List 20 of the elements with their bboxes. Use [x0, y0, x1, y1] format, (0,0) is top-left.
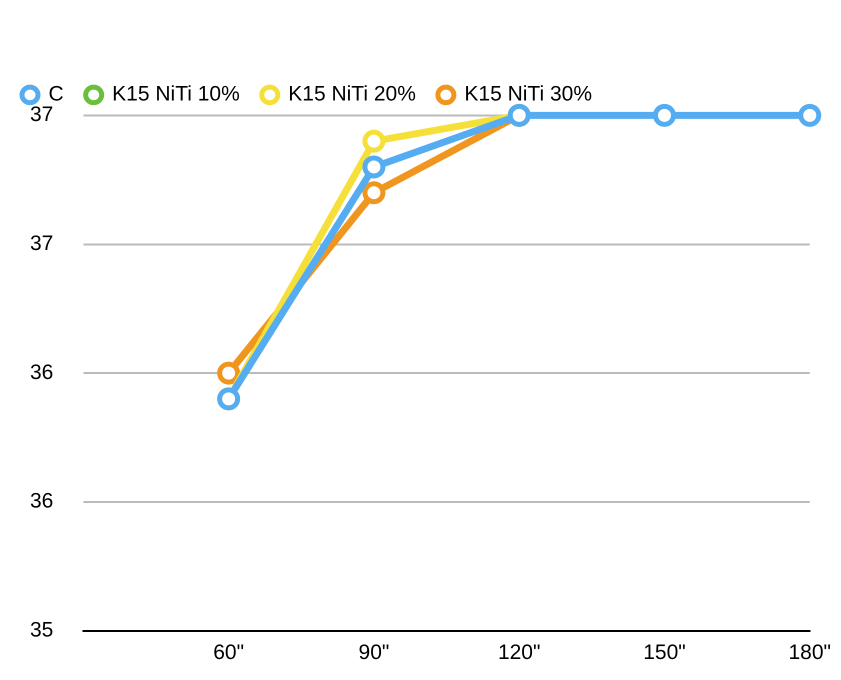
- y-tick-label: 37: [30, 103, 54, 126]
- point: [362, 130, 386, 153]
- point: [217, 362, 240, 385]
- y-tick-label: 35: [30, 618, 54, 642]
- x-tick-label: 180": [788, 641, 832, 664]
- y-tick-label: 37: [30, 232, 54, 256]
- legend-label: K15 NiTi 30%: [464, 82, 592, 106]
- x-tick-label: 90": [358, 641, 390, 664]
- point: [362, 181, 386, 204]
- x-tick-label: 120": [498, 641, 540, 664]
- point: [652, 104, 676, 127]
- x-tick-label: 150": [643, 641, 686, 664]
- legend-label: C: [48, 82, 64, 106]
- legend-label: K15 NiTi 20%: [288, 82, 416, 106]
- x-tick-label: 60": [213, 641, 244, 664]
- legend-label: K15 NiTi 10%: [112, 82, 240, 106]
- y-tick-label: 36: [30, 490, 54, 513]
- point: [362, 155, 386, 178]
- y-tick-label: 36: [30, 360, 54, 384]
- point: [798, 104, 822, 127]
